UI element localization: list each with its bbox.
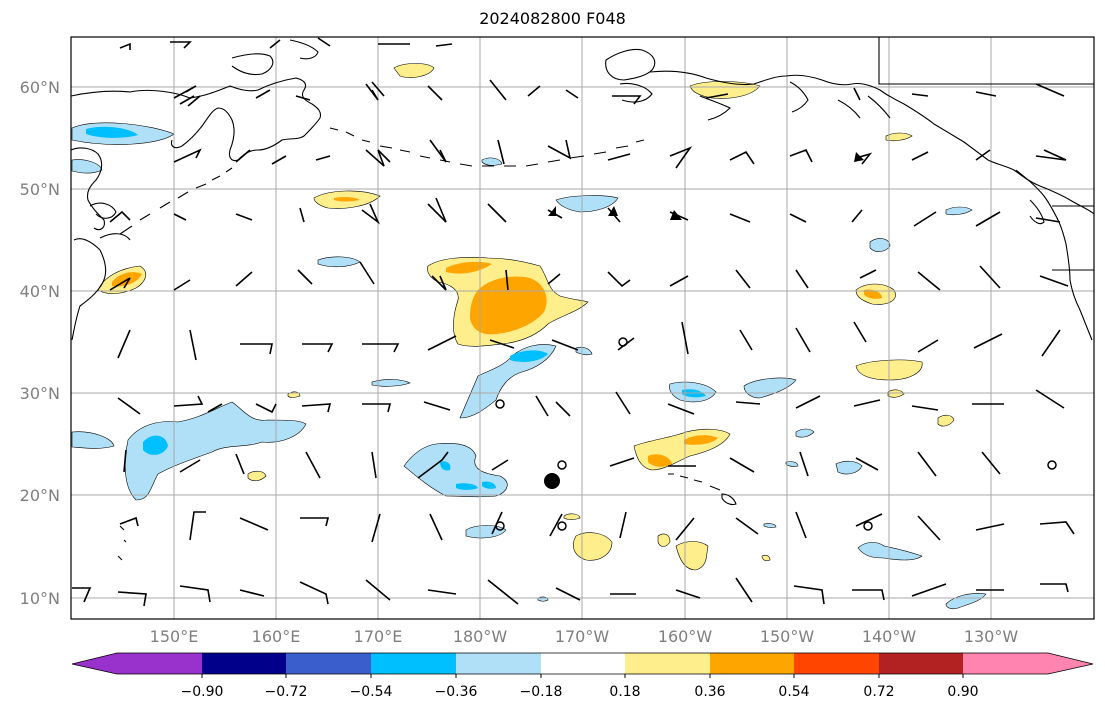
colorbar-segment (710, 653, 794, 674)
colorbar-tick-label: −0.36 (435, 684, 478, 700)
anomaly-region (573, 532, 613, 561)
colorbar-segment (794, 653, 879, 674)
wind-barbs (72, 37, 1075, 607)
anomaly-region (937, 414, 955, 427)
anomaly-region (247, 470, 267, 482)
colorbar-outline (71, 652, 1094, 675)
plot-area (71, 37, 1094, 619)
colorbar-segment (202, 653, 286, 674)
anomaly-region (575, 346, 593, 356)
lon-label: 170°E (354, 627, 403, 646)
colorbar-tick-label: 0.72 (863, 684, 894, 700)
anomaly-region (945, 206, 973, 216)
graticule (71, 37, 1094, 619)
coastlines (71, 37, 1094, 561)
anomaly-region (887, 389, 905, 398)
lon-label: 130°W (964, 627, 1019, 646)
colorbar-ticks (201, 674, 964, 678)
anomaly-region (71, 159, 103, 174)
colorbar-segment (456, 653, 541, 674)
colorbar-tick-label: 0.54 (778, 684, 809, 700)
colorbar-segment (625, 653, 710, 674)
anomaly-region (440, 461, 451, 471)
colorbar-segment (879, 653, 963, 674)
colorbar-tick-label: −0.18 (520, 684, 563, 700)
lat-label: 10°N (20, 589, 60, 608)
longitude-labels: 150°E 160°E 170°E 180°W 170°W 160°W 150°… (150, 627, 1019, 646)
anomaly-region (857, 542, 923, 561)
plot-frame (70, 36, 1095, 620)
lon-label: 160°E (252, 627, 301, 646)
colorbar-segment (963, 653, 1093, 674)
anomaly-region (785, 461, 799, 467)
latitude-labels: 60°N 50°N 40°N 30°N 20°N 10°N (20, 78, 60, 608)
anomaly-region (465, 525, 507, 539)
colorbar-segment (286, 653, 371, 674)
anomaly-region (510, 350, 548, 362)
anomaly-region (885, 132, 913, 142)
anomaly-region (393, 63, 435, 78)
lon-label: 140°W (862, 627, 917, 646)
anomaly-region (675, 541, 709, 571)
anomaly-region (563, 513, 581, 520)
colorbar-tick-label: −0.72 (265, 684, 308, 700)
anomaly-region (317, 256, 361, 268)
anomaly-region (657, 533, 671, 547)
map-title: 2024082800 F048 (479, 9, 626, 28)
anomaly-region (648, 454, 672, 467)
anomaly-region (143, 435, 168, 455)
colorbar-segment (72, 653, 202, 674)
anomaly-region (334, 196, 360, 202)
anomaly-region (459, 344, 557, 419)
anomaly-region (684, 435, 718, 445)
anomaly-region (71, 431, 115, 449)
colorbar-segment (541, 653, 625, 674)
lat-label: 50°N (20, 180, 60, 199)
anomaly-region (555, 195, 619, 213)
anomaly-region (481, 157, 503, 166)
anomaly-region (945, 593, 987, 610)
colorbar-tick-label: −0.54 (350, 684, 393, 700)
lat-label: 30°N (20, 384, 60, 403)
lon-label: 160°W (658, 627, 713, 646)
lon-label: 150°W (760, 627, 815, 646)
anomaly-region (633, 428, 731, 471)
anomaly-region (795, 428, 815, 438)
colorbar-tick-label: 0.90 (947, 684, 978, 700)
lat-label: 20°N (20, 486, 60, 505)
anomaly-region (403, 443, 508, 498)
anomaly-region (743, 377, 797, 399)
anomaly-region (864, 289, 882, 299)
anomaly-region (835, 460, 863, 475)
lon-label: 180°W (453, 627, 508, 646)
anomaly-fills (71, 63, 987, 610)
anomaly-region (482, 481, 496, 489)
anomaly-region (763, 523, 777, 528)
colorbar-tick-label: −0.90 (181, 684, 224, 700)
colorbar-segment (371, 653, 456, 674)
lon-label: 150°E (150, 627, 199, 646)
lat-label: 40°N (20, 282, 60, 301)
lat-label: 60°N (20, 78, 60, 97)
lon-label: 170°W (555, 627, 610, 646)
anomaly-region (86, 126, 138, 138)
colorbar: −0.90 −0.72 −0.54 −0.36 −0.18 0.18 0.36 … (71, 652, 1094, 700)
anomaly-region (869, 238, 891, 252)
anomaly-region (761, 554, 771, 562)
colorbar-tick-label: 0.18 (609, 684, 640, 700)
anomaly-region (456, 483, 478, 490)
colorbar-tick-label: 0.36 (694, 684, 725, 700)
